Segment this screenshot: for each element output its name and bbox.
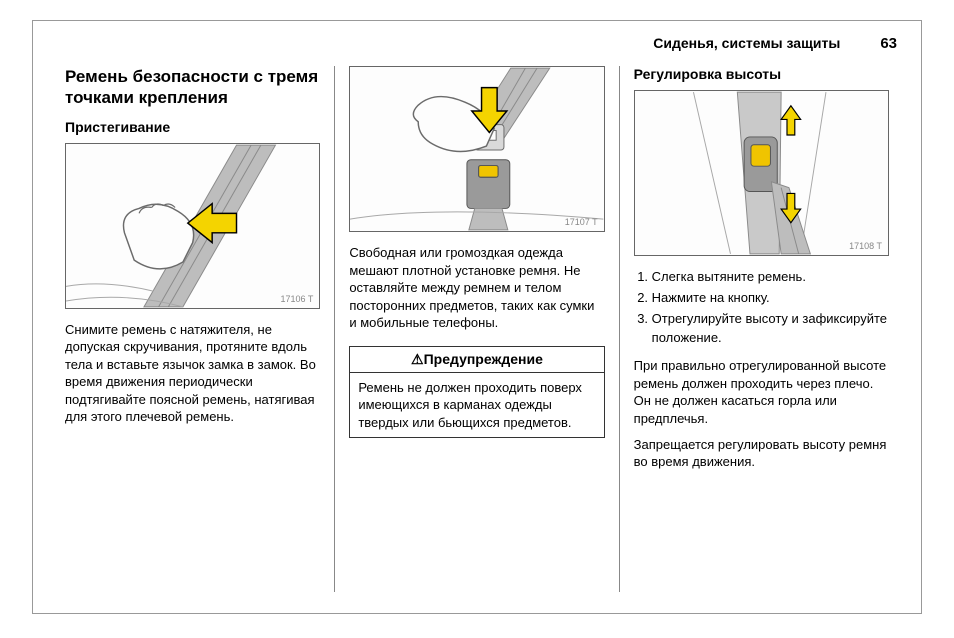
step-2: Нажмите на кнопку. [652, 289, 889, 308]
figure-code: 17108 T [849, 241, 882, 251]
step-1: Слегка вытяните ремень. [652, 268, 889, 287]
paragraph-clothing: Свободная или громоздкая одежда мешают п… [349, 244, 604, 332]
step-3: Отрегулируйте высоту и зафик­сируйте пол… [652, 310, 889, 348]
page-frame: Сиденья, системы защиты 63 Ремень безопа… [32, 20, 922, 614]
figure-height-adjust: 17108 T [634, 90, 889, 256]
height-steps-list: Слегка вытяните ремень. Нажмите на кнопк… [652, 268, 889, 349]
sub-heading-fastening: Пристегивание [65, 119, 320, 135]
page-number: 63 [880, 35, 897, 52]
column-1: Ремень безопасности с тремя точками креп… [51, 66, 334, 592]
warning-title-text: Предупреждение [424, 351, 543, 367]
warning-icon: ⚠ [411, 351, 424, 367]
sub-heading-height: Регулировка высоты [634, 66, 889, 82]
columns: Ремень безопасности с тремя точками креп… [51, 66, 903, 592]
paragraph-no-adjust-driving: Запрещается регулировать высоту ремня во… [634, 436, 889, 471]
figure-code: 17106 T [280, 294, 313, 304]
paragraph-correct-height: При правильно отрегулированной высоте ре… [634, 357, 889, 427]
seatbelt-pull-illustration [66, 144, 319, 308]
warning-box: ⚠Предупреждение Ремень не должен проходи… [349, 346, 604, 439]
column-2: 17107 T Свободная или громоздкая одежда … [334, 66, 618, 592]
main-heading: Ремень безопасности с тремя точками креп… [65, 66, 320, 109]
figure-code: 17107 T [565, 217, 598, 227]
height-adjust-illustration [635, 91, 888, 255]
page-header: Сиденья, системы защиты 63 [51, 35, 903, 52]
warning-body: Ремень не должен проходить поверх имеющи… [350, 373, 603, 438]
seatbelt-buckle-illustration [350, 67, 603, 231]
warning-title: ⚠Предупреждение [350, 347, 603, 373]
figure-insert-buckle: 17107 T [349, 66, 604, 232]
column-3: Регулировка высоты [619, 66, 903, 592]
paragraph-fastening: Снимите ремень с натяжителя, не допуская… [65, 321, 320, 426]
section-title: Сиденья, системы защиты [653, 35, 840, 51]
figure-pull-belt: 17106 T [65, 143, 320, 309]
